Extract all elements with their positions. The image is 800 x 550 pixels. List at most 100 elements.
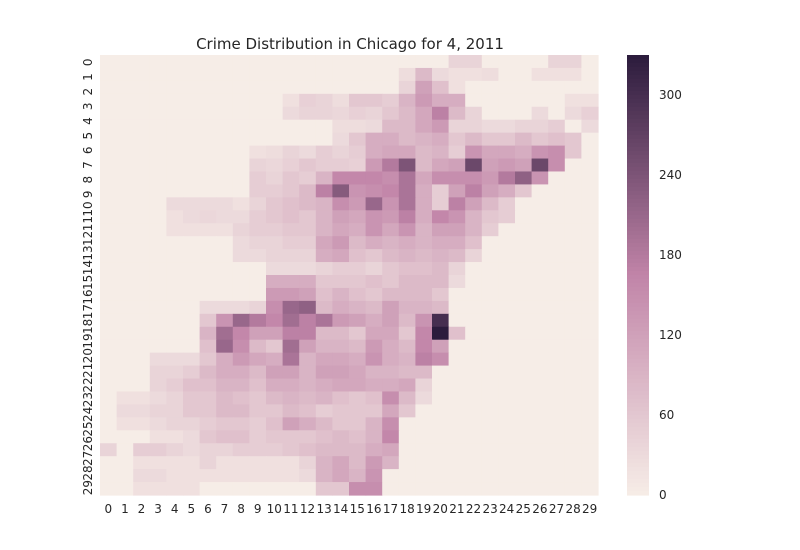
heatmap-cell (365, 223, 383, 237)
colorbar-segment (627, 303, 649, 308)
heatmap-cell (432, 158, 450, 173)
heatmap-cell (581, 469, 599, 483)
heatmap-cell (398, 365, 416, 380)
heatmap-cell (448, 482, 466, 496)
heatmap-cell (100, 67, 118, 82)
colorbar-segment (627, 279, 649, 284)
heatmap-cell (166, 326, 184, 341)
heatmap-cell (349, 236, 367, 250)
heatmap-cell (498, 93, 516, 108)
heatmap-cell (166, 223, 184, 237)
heatmap-cell (382, 391, 400, 406)
heatmap-cell (398, 145, 416, 160)
heatmap-cell (398, 262, 416, 276)
heatmap-cell (100, 262, 118, 276)
heatmap-cell (133, 404, 151, 418)
heatmap-cell (548, 352, 566, 367)
heatmap-cell (100, 80, 118, 95)
heatmap-cell (465, 352, 483, 367)
heatmap-cell (398, 430, 416, 444)
heatmap-cell (249, 145, 267, 160)
heatmap-cell (232, 469, 250, 483)
heatmap-cell (531, 404, 549, 418)
heatmap-cell (432, 300, 450, 315)
heatmap-cell (548, 378, 566, 393)
heatmap-cell (515, 119, 533, 134)
heatmap-cell (133, 132, 151, 147)
heatmap-cell (349, 339, 367, 354)
heatmap-cell (581, 55, 599, 69)
heatmap-cell (166, 249, 184, 263)
heatmap-cell (448, 469, 466, 483)
heatmap-cell (515, 456, 533, 470)
heatmap-cell (199, 365, 217, 380)
y-tick-label: 24 (81, 407, 95, 422)
heatmap-cell (332, 106, 350, 121)
heatmap-cell (183, 469, 201, 483)
heatmap-cell (216, 365, 234, 380)
heatmap-cell (365, 210, 383, 224)
x-tick-label: 25 (516, 502, 531, 516)
heatmap-cell (564, 352, 582, 367)
heatmap-cell (199, 339, 217, 354)
heatmap-cell (116, 223, 134, 237)
heatmap-cell (332, 171, 350, 186)
heatmap-cell (332, 378, 350, 393)
heatmap-cell (266, 443, 284, 457)
heatmap-cell (448, 249, 466, 263)
heatmap-cell (299, 300, 317, 315)
colorbar-segment (627, 67, 649, 72)
heatmap-cell (365, 482, 383, 496)
heatmap-cell (149, 55, 167, 69)
heatmap-cell (415, 443, 433, 457)
heatmap-cell (531, 313, 549, 328)
heatmap-cell (149, 313, 167, 328)
heatmap-cell (116, 80, 134, 95)
heatmap-cell (382, 430, 400, 444)
x-tick-label: 12 (300, 502, 315, 516)
heatmap-cell (282, 184, 300, 198)
x-tick-label: 2 (138, 502, 146, 516)
heatmap-cell (282, 197, 300, 211)
heatmap-cell (531, 469, 549, 483)
heatmap-cell (216, 145, 234, 160)
colorbar-segment (627, 479, 649, 484)
colorbar-segment (627, 243, 649, 248)
heatmap-cell (548, 339, 566, 354)
heatmap-cell (116, 352, 134, 367)
heatmap-cell (116, 262, 134, 276)
heatmap-cell (100, 184, 118, 198)
heatmap-cell (531, 378, 549, 393)
y-tick-label: 0 (81, 59, 95, 67)
heatmap-cell (149, 430, 167, 444)
heatmap-cell (432, 262, 450, 276)
heatmap-cell (249, 456, 267, 470)
colorbar-segment (627, 423, 649, 428)
heatmap-cell (415, 275, 433, 289)
heatmap-cell (515, 365, 533, 380)
heatmap-cell (498, 132, 516, 147)
colorbar-segment (627, 343, 649, 348)
heatmap-cell (581, 339, 599, 354)
heatmap-cell (133, 326, 151, 341)
colorbar-segment (627, 151, 649, 156)
heatmap-cell (432, 313, 450, 328)
heatmap-cell (199, 275, 217, 289)
heatmap-cell (531, 236, 549, 250)
heatmap-cell (100, 93, 118, 108)
heatmap-cell (382, 106, 400, 121)
heatmap-cell (116, 404, 134, 418)
heatmap-cell (249, 158, 267, 173)
heatmap-cell (581, 197, 599, 211)
heatmap-cell (448, 365, 466, 380)
heatmap-cell (183, 365, 201, 380)
heatmap-cell (465, 300, 483, 315)
heatmap-cell (349, 67, 367, 82)
heatmap-cell (299, 262, 317, 276)
colorbar-segment (627, 431, 649, 436)
heatmap-cell (581, 326, 599, 341)
heatmap-cell (398, 469, 416, 483)
heatmap-cell (581, 456, 599, 470)
heatmap-cell (531, 352, 549, 367)
heatmap-cell (249, 365, 267, 380)
